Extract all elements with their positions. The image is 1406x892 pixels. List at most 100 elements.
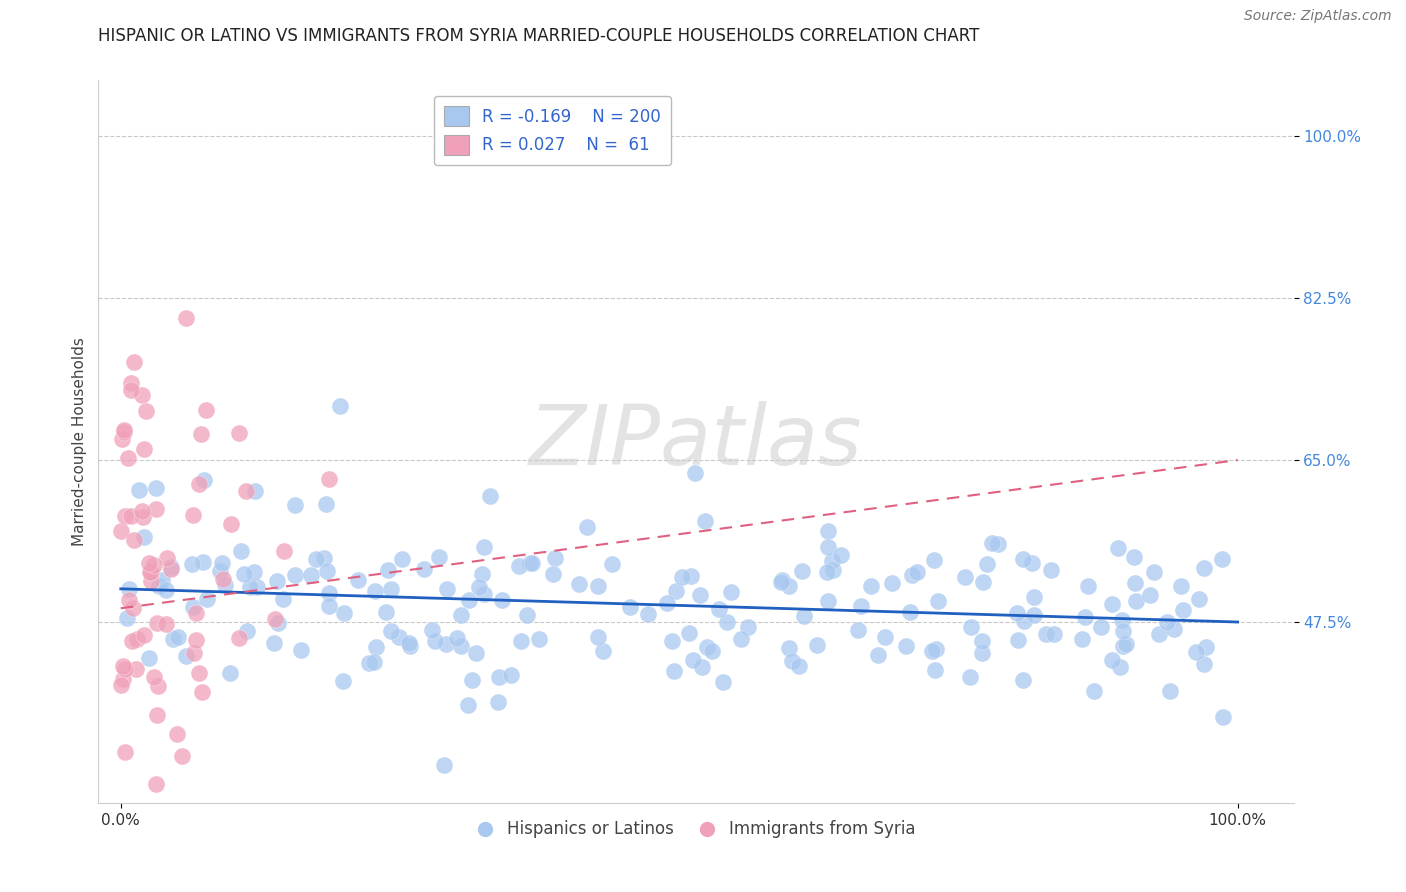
Point <box>817 540 839 554</box>
Point <box>318 599 340 613</box>
Point <box>491 593 513 607</box>
Point <box>450 608 472 623</box>
Point <box>1005 607 1028 621</box>
Point <box>128 483 150 497</box>
Point <box>1011 552 1033 566</box>
Point <box>927 594 949 608</box>
Point <box>702 644 724 658</box>
Point <box>145 708 167 723</box>
Point <box>436 582 458 596</box>
Point <box>412 562 434 576</box>
Point <box>1192 561 1215 575</box>
Point <box>211 556 233 570</box>
Point <box>111 672 134 686</box>
Point <box>468 580 491 594</box>
Point <box>657 595 679 609</box>
Point <box>1012 615 1035 629</box>
Point <box>770 573 793 587</box>
Point <box>1035 627 1057 641</box>
Point <box>1007 632 1029 647</box>
Point <box>817 524 839 538</box>
Point <box>433 758 456 772</box>
Point <box>167 630 190 644</box>
Point <box>1163 623 1185 637</box>
Point <box>1139 588 1161 602</box>
Point <box>228 631 250 645</box>
Point <box>446 631 468 645</box>
Point <box>318 586 340 600</box>
Point <box>246 580 269 594</box>
Point <box>568 577 591 591</box>
Point <box>1156 615 1178 629</box>
Point <box>162 632 184 646</box>
Point <box>924 641 946 656</box>
Point <box>508 559 530 574</box>
Point <box>114 745 136 759</box>
Point <box>472 540 495 554</box>
Point <box>1125 594 1147 608</box>
Point <box>212 572 235 586</box>
Point <box>527 632 550 647</box>
Point <box>190 426 212 441</box>
Point <box>231 544 253 558</box>
Point <box>112 425 135 439</box>
Point <box>180 557 202 571</box>
Point <box>122 533 145 547</box>
Point <box>1042 627 1064 641</box>
Point <box>174 648 197 663</box>
Point <box>121 601 143 615</box>
Point <box>846 623 869 637</box>
Point <box>156 550 179 565</box>
Point <box>132 509 155 524</box>
Point <box>1123 576 1146 591</box>
Point <box>737 620 759 634</box>
Point <box>980 536 1002 550</box>
Point <box>970 633 993 648</box>
Point <box>1170 579 1192 593</box>
Point <box>479 489 502 503</box>
Point <box>849 599 872 613</box>
Point <box>457 698 479 712</box>
Point <box>637 607 659 621</box>
Point <box>124 355 146 369</box>
Point <box>172 749 194 764</box>
Text: HISPANIC OR LATINO VS IMMIGRANTS FROM SYRIA MARRIED-COUPLE HOUSEHOLDS CORRELATIO: HISPANIC OR LATINO VS IMMIGRANTS FROM SY… <box>98 27 980 45</box>
Point <box>959 670 981 684</box>
Point <box>1147 627 1170 641</box>
Point <box>138 565 160 579</box>
Point <box>678 626 700 640</box>
Point <box>696 640 718 655</box>
Point <box>194 402 217 417</box>
Point <box>586 630 609 644</box>
Point <box>131 388 153 402</box>
Point <box>790 564 813 578</box>
Point <box>114 508 136 523</box>
Point <box>520 557 543 571</box>
Point <box>214 577 236 591</box>
Point <box>820 554 842 568</box>
Point <box>139 574 162 589</box>
Point <box>1021 556 1043 570</box>
Point <box>602 557 624 571</box>
Point <box>588 579 610 593</box>
Point <box>398 636 420 650</box>
Point <box>1024 607 1046 622</box>
Point <box>148 579 170 593</box>
Point <box>111 659 134 673</box>
Point <box>120 509 142 524</box>
Point <box>115 611 138 625</box>
Point <box>592 644 614 658</box>
Legend: Hispanics or Latinos, Immigrants from Syria: Hispanics or Latinos, Immigrants from Sy… <box>470 814 922 845</box>
Point <box>499 668 522 682</box>
Point <box>312 551 335 566</box>
Point <box>143 558 166 573</box>
Point <box>187 476 209 491</box>
Point <box>817 594 839 608</box>
Point <box>193 555 215 569</box>
Point <box>188 666 211 681</box>
Point <box>1083 684 1105 698</box>
Point <box>145 502 167 516</box>
Point <box>121 634 143 648</box>
Point <box>183 600 205 615</box>
Point <box>267 615 290 630</box>
